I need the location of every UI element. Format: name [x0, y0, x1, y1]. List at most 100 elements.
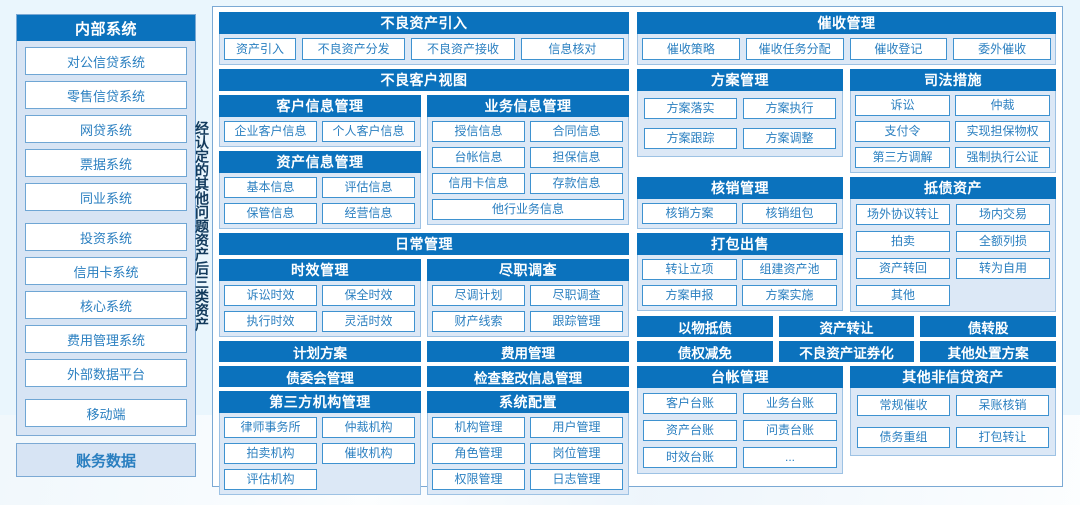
sidebar-item-expense[interactable]: 费用管理系统 [25, 325, 187, 353]
btn-other-bank-business-info[interactable]: 他行业务信息 [432, 199, 624, 220]
sidebar-item-interbank[interactable]: 同业系统 [25, 183, 187, 211]
btn-role-mgmt[interactable]: 角色管理 [432, 443, 525, 464]
btn-collection-strategy[interactable]: 催收策略 [642, 38, 740, 60]
btn-custody-info[interactable]: 保管信息 [224, 203, 317, 224]
btn-baddebt-writeoff[interactable]: 呆账核销 [956, 395, 1049, 416]
sidebar-item-mobile[interactable]: 移动端 [25, 399, 187, 427]
btn-asset-intro[interactable]: 资产引入 [224, 38, 296, 60]
btn-writeoff-plan[interactable]: 核销方案 [642, 203, 737, 224]
btn-asset-ledger[interactable]: 资产台账 [643, 420, 737, 441]
btn-tracking-mgmt[interactable]: 跟踪管理 [530, 311, 623, 332]
sidebar-item-investment[interactable]: 投资系统 [25, 223, 187, 251]
btn-ledger-more[interactable]: ... [743, 447, 837, 468]
btn-third-party-mediation[interactable]: 第三方调解 [855, 147, 950, 168]
btn-debt-relief[interactable]: 债权减免 [637, 341, 773, 362]
btn-collection-task-assign[interactable]: 催收任务分配 [745, 38, 844, 60]
btn-collection-register[interactable]: 催收登记 [849, 38, 948, 60]
btn-timeliness-ledger[interactable]: 时效台账 [643, 447, 737, 468]
btn-creditcard-info[interactable]: 信用卡信息 [432, 173, 525, 194]
btn-writeoff-package[interactable]: 核销组包 [742, 203, 837, 224]
btn-plan-execute[interactable]: 方案执行 [743, 98, 836, 119]
sidebar-item-external-data[interactable]: 外部数据平台 [25, 359, 187, 387]
daily-left: 时效管理 诉讼时效 保全时效 执行时效 灵活时效 计划方案 债委会管理 第三方机… [219, 259, 421, 495]
customer-info-items: 企业客户信息 个人客户信息 [219, 117, 421, 147]
btn-creditor-committee[interactable]: 债委会管理 [219, 366, 421, 387]
btn-asset-return[interactable]: 资产转回 [856, 258, 950, 279]
btn-personal-customer-info[interactable]: 个人客户信息 [322, 121, 415, 142]
btn-collection-agency[interactable]: 催收机构 [322, 443, 415, 464]
btn-npa-distribute[interactable]: 不良资产分发 [302, 38, 406, 60]
btn-info-reconcile[interactable]: 信息核对 [520, 38, 624, 60]
btn-inspection-rectification[interactable]: 检查整改信息管理 [427, 366, 629, 387]
btn-litigation-timeliness[interactable]: 诉讼时效 [224, 285, 317, 306]
btn-other-disposal-plan[interactable]: 其他处置方案 [920, 341, 1057, 362]
btn-log-mgmt[interactable]: 日志管理 [530, 469, 623, 490]
btn-flexible-timeliness[interactable]: 灵活时效 [322, 311, 415, 332]
accounting-data-panel[interactable]: 账务数据 [16, 443, 196, 477]
btn-realize-security-interest[interactable]: 实现担保物权 [955, 121, 1050, 142]
btn-position-mgmt[interactable]: 岗位管理 [530, 443, 623, 464]
btn-arbitration-agency[interactable]: 仲裁机构 [322, 417, 415, 438]
btn-user-mgmt[interactable]: 用户管理 [530, 417, 623, 438]
btn-valuation-info[interactable]: 评估信息 [322, 177, 415, 198]
btn-otc-agreement-transfer[interactable]: 场外协议转让 [856, 204, 950, 225]
section-npa-intro: 不良资产引入 资产引入 不良资产分发 不良资产接收 信息核对 [219, 12, 629, 65]
btn-plan-adjust[interactable]: 方案调整 [743, 128, 836, 149]
btn-onsite-trade[interactable]: 场内交易 [956, 204, 1050, 225]
btn-asset-transfer[interactable]: 资产转让 [778, 316, 915, 337]
btn-property-clue[interactable]: 财产线索 [432, 311, 525, 332]
sidebar-item-retail-credit[interactable]: 零售信贷系统 [25, 81, 187, 109]
sidebar-item-online-loan[interactable]: 网贷系统 [25, 115, 187, 143]
btn-business-ledger[interactable]: 业务台账 [743, 393, 837, 414]
btn-enforcement-timeliness[interactable]: 执行时效 [224, 311, 317, 332]
btn-customer-ledger[interactable]: 客户台账 [643, 393, 737, 414]
btn-enterprise-customer-info[interactable]: 企业客户信息 [224, 121, 317, 142]
btn-appraisal-agency[interactable]: 评估机构 [224, 469, 317, 490]
btn-expense-mgmt[interactable]: 费用管理 [427, 341, 629, 362]
sidebar-item-bill[interactable]: 票据系统 [25, 149, 187, 177]
btn-permission-mgmt[interactable]: 权限管理 [432, 469, 525, 490]
btn-npa-securitization[interactable]: 不良资产证券化 [778, 341, 915, 362]
sidebar-item-core[interactable]: 核心系统 [25, 291, 187, 319]
section-title-plan-mgmt: 方案管理 [637, 69, 843, 91]
btn-full-loss[interactable]: 全额列损 [956, 231, 1050, 252]
btn-guarantee-info[interactable]: 担保信息 [530, 147, 623, 168]
btn-org-mgmt[interactable]: 机构管理 [432, 417, 525, 438]
btn-regular-collection[interactable]: 常规催收 [857, 395, 950, 416]
btn-credit-grant-info[interactable]: 授信信息 [432, 121, 525, 142]
btn-auction-agency[interactable]: 拍卖机构 [224, 443, 317, 464]
btn-compulsory-notarization[interactable]: 强制执行公证 [955, 147, 1050, 168]
btn-accountability-ledger[interactable]: 问责台账 [743, 420, 837, 441]
btn-convert-own-use[interactable]: 转为自用 [956, 258, 1050, 279]
sidebar-item-corp-credit[interactable]: 对公信贷系统 [25, 47, 187, 75]
btn-debt-restructuring[interactable]: 债务重组 [857, 427, 950, 448]
btn-plan-track[interactable]: 方案跟踪 [644, 128, 737, 149]
btn-contract-info[interactable]: 合同信息 [530, 121, 623, 142]
btn-debt-assets-other[interactable]: 其他 [856, 285, 950, 306]
btn-plan-declare[interactable]: 方案申报 [642, 285, 737, 306]
btn-due-diligence[interactable]: 尽职调查 [530, 285, 623, 306]
btn-payment-order[interactable]: 支付令 [855, 121, 950, 142]
btn-npa-receive[interactable]: 不良资产接收 [411, 38, 515, 60]
btn-litigation[interactable]: 诉讼 [855, 95, 950, 116]
btn-debt-to-equity[interactable]: 债转股 [920, 316, 1057, 337]
btn-deposit-info[interactable]: 存款信息 [530, 173, 623, 194]
btn-preservation-timeliness[interactable]: 保全时效 [322, 285, 415, 306]
btn-plan-implement[interactable]: 方案落实 [644, 98, 737, 119]
btn-outsourced-collection[interactable]: 委外催收 [953, 38, 1051, 60]
btn-transfer-project[interactable]: 转让立项 [642, 259, 737, 280]
btn-ledger-info[interactable]: 台帐信息 [432, 147, 525, 168]
btn-law-firm[interactable]: 律师事务所 [224, 417, 317, 438]
sidebar-item-creditcard[interactable]: 信用卡系统 [25, 257, 187, 285]
btn-asset-for-debt[interactable]: 以物抵债 [637, 316, 773, 337]
btn-auction[interactable]: 拍卖 [856, 231, 950, 252]
btn-dd-plan[interactable]: 尽调计划 [432, 285, 525, 306]
btn-plan-scheme[interactable]: 计划方案 [219, 341, 421, 362]
block-title-business-info: 业务信息管理 [427, 95, 629, 117]
btn-basic-info[interactable]: 基本信息 [224, 177, 317, 198]
btn-operation-info[interactable]: 经营信息 [322, 203, 415, 224]
btn-package-transfer[interactable]: 打包转让 [956, 427, 1049, 448]
btn-plan-implementation[interactable]: 方案实施 [742, 285, 837, 306]
btn-build-asset-pool[interactable]: 组建资产池 [742, 259, 837, 280]
btn-arbitration[interactable]: 仲裁 [955, 95, 1050, 116]
